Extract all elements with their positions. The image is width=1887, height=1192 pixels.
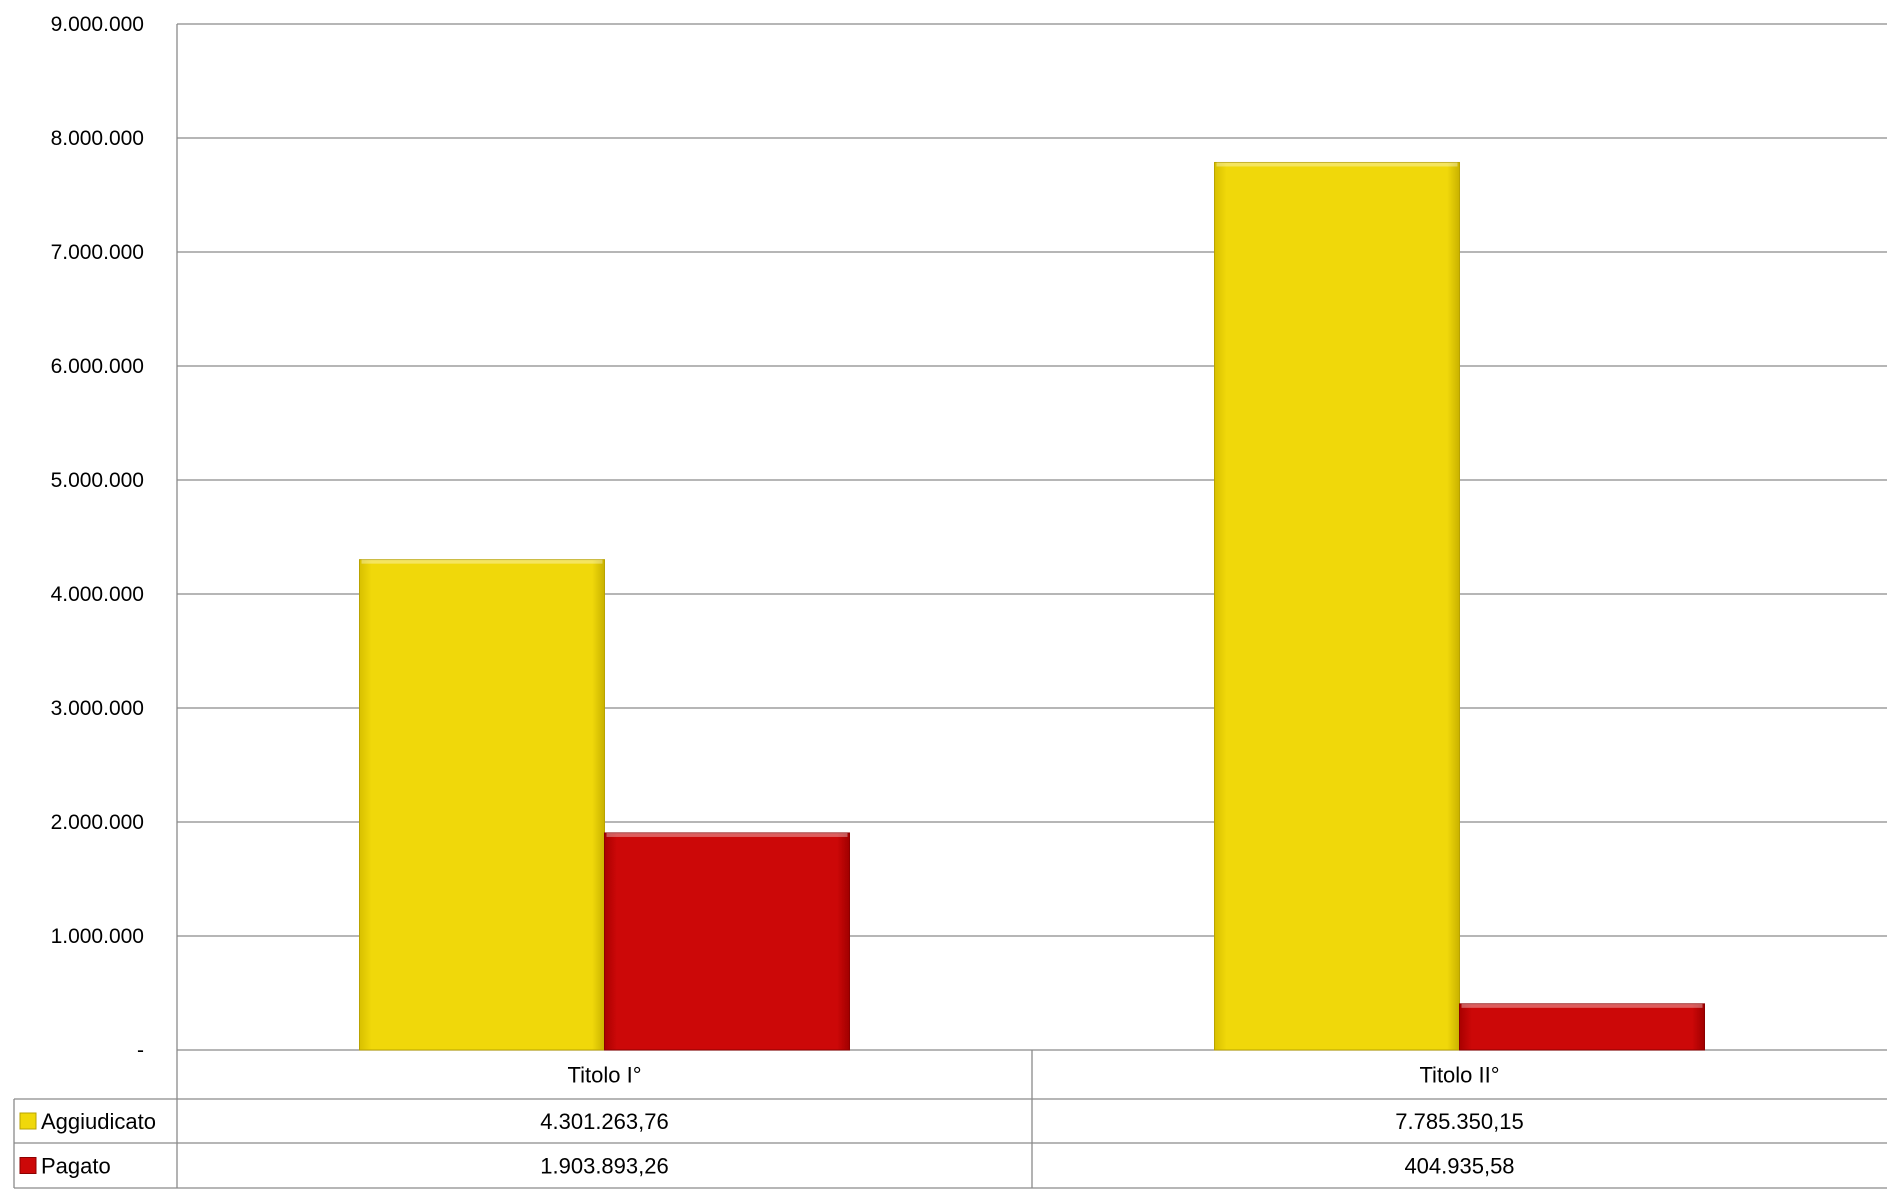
y-tick-label: 7.000.000 — [51, 241, 144, 264]
y-tick-label: 5.000.000 — [51, 469, 144, 492]
data-table-value: 4.301.263,76 — [540, 1109, 668, 1134]
y-tick-label: - — [137, 1039, 144, 1062]
bars — [359, 161, 1705, 1051]
bar-pagato-2 — [1459, 1003, 1705, 1051]
legend-label-pagato: Pagato — [41, 1154, 111, 1179]
y-tick-label: 9.000.000 — [51, 13, 144, 36]
y-tick-label: 3.000.000 — [51, 697, 144, 720]
y-tick-label: 6.000.000 — [51, 355, 144, 378]
y-tick-label: 4.000.000 — [51, 583, 144, 606]
data-table: Titolo I° Titolo II° Aggiudicato 4.301.263,… — [13, 1050, 1887, 1189]
bar-aggiudicato-1 — [359, 559, 605, 1051]
data-table-value: 7.785.350,15 — [1395, 1109, 1523, 1134]
bar-highlight — [606, 832, 848, 837]
y-tick-label: 2.000.000 — [51, 811, 144, 834]
data-table-value: 1.903.893,26 — [540, 1154, 668, 1179]
bar-aggiudicato-2 — [1214, 161, 1460, 1051]
legend-swatch-aggiudicato — [19, 1112, 37, 1130]
x-category-label: Titolo I° — [567, 1063, 641, 1088]
bar-highlight — [1461, 1003, 1703, 1008]
y-tick-label: 1.000.000 — [51, 925, 144, 948]
bar-highlight — [1216, 162, 1458, 167]
bar-pagato-1 — [604, 832, 850, 1051]
y-tick-label: 8.000.000 — [51, 127, 144, 150]
data-table-value: 404.935,58 — [1404, 1154, 1514, 1179]
legend-swatch-pagato — [19, 1157, 37, 1174]
bar-highlight — [361, 559, 603, 564]
y-axis-tick-labels: - 1.000.000 2.000.000 3.000.000 4.000.000 5.0… — [51, 13, 144, 1062]
x-category-label: Titolo II° — [1419, 1063, 1499, 1088]
legend-label-aggiudicato: Aggiudicato — [41, 1109, 156, 1134]
